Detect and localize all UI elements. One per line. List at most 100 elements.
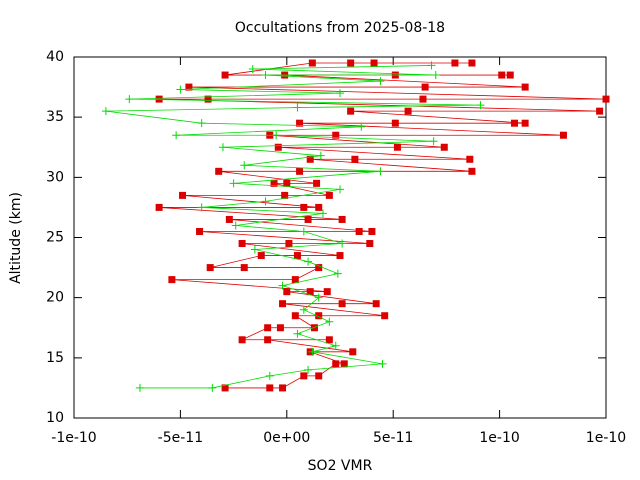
data-point <box>357 122 366 131</box>
data-point <box>325 191 333 199</box>
data-point <box>304 215 312 223</box>
data-point <box>225 215 233 223</box>
data-point <box>101 107 110 116</box>
data-point <box>279 384 287 392</box>
y-axis-label: Altitude (km) <box>8 192 24 284</box>
data-point <box>559 131 567 139</box>
data-point <box>293 252 301 260</box>
data-point <box>421 83 429 91</box>
data-point <box>231 221 240 230</box>
data-point <box>596 107 604 115</box>
data-point <box>340 360 348 368</box>
data-point <box>196 227 204 235</box>
data-point <box>315 312 323 320</box>
x-tick-label: -5e-11 <box>158 430 203 446</box>
data-point <box>506 71 514 79</box>
data-point <box>179 191 187 199</box>
data-point <box>368 227 376 235</box>
data-point <box>602 95 610 103</box>
data-point <box>466 155 474 163</box>
data-point <box>304 365 313 374</box>
data-point <box>381 312 389 320</box>
data-point <box>248 65 257 74</box>
data-point <box>468 167 476 175</box>
y-tick-label: 10 <box>46 410 64 426</box>
y-tick-label: 30 <box>46 169 64 185</box>
data-point <box>332 131 340 139</box>
data-point <box>313 179 321 187</box>
data-point <box>185 83 193 91</box>
data-point <box>419 95 427 103</box>
data-point <box>264 336 272 344</box>
data-point <box>238 240 246 248</box>
data-point <box>336 252 344 260</box>
data-point <box>293 329 302 338</box>
data-point <box>431 71 440 80</box>
data-point <box>355 227 363 235</box>
data-point <box>135 383 144 392</box>
data-point <box>521 119 529 127</box>
data-point <box>440 143 448 151</box>
data-point <box>172 131 181 140</box>
data-point <box>498 71 506 79</box>
data-point <box>221 71 229 79</box>
data-point <box>291 276 299 284</box>
y-tick-label: 35 <box>46 109 64 125</box>
data-point <box>296 167 304 175</box>
data-point <box>208 383 217 392</box>
series-line <box>159 62 607 389</box>
data-point <box>278 281 287 290</box>
data-point <box>347 59 355 67</box>
data-point <box>125 95 134 104</box>
data-point <box>206 264 214 272</box>
data-point <box>261 197 270 206</box>
data-point <box>336 185 344 194</box>
data-point <box>215 167 223 175</box>
data-point <box>285 240 293 248</box>
data-point <box>270 179 278 187</box>
data-point <box>266 384 274 392</box>
data-point <box>323 288 331 296</box>
data-point <box>155 95 163 103</box>
y-tick-label: 40 <box>46 49 64 65</box>
data-point <box>308 347 317 356</box>
data-point <box>168 276 176 284</box>
data-point <box>314 293 323 302</box>
data-point <box>293 103 302 112</box>
data-point <box>521 83 529 91</box>
data-point <box>476 101 485 110</box>
data-point <box>238 336 246 344</box>
data-point <box>272 131 281 140</box>
data-point <box>351 155 359 163</box>
data-point <box>218 143 227 152</box>
data-point <box>197 203 206 212</box>
chart-title: Occultations from 2025-08-18 <box>235 20 445 36</box>
data-point <box>300 203 308 211</box>
x-tick-label: 1e-10 <box>586 430 626 446</box>
data-point <box>300 372 308 380</box>
data-point <box>315 372 323 380</box>
data-point <box>155 203 163 211</box>
data-point <box>510 119 518 127</box>
data-point <box>393 143 401 151</box>
data-point <box>404 107 412 115</box>
data-point <box>221 384 229 392</box>
data-point <box>291 312 299 320</box>
data-point <box>336 89 344 98</box>
data-point <box>338 300 346 308</box>
data-point <box>429 137 438 146</box>
data-point <box>333 269 342 278</box>
data-point <box>279 300 287 308</box>
data-point <box>299 227 308 236</box>
x-tick-label: -1e-10 <box>51 430 96 446</box>
x-tick-label: 0e+00 <box>263 430 310 446</box>
data-point <box>250 245 259 254</box>
data-point <box>451 59 459 67</box>
data-point <box>264 324 272 332</box>
data-point <box>366 240 374 248</box>
data-point <box>325 317 334 326</box>
data-point <box>304 257 313 266</box>
data-point <box>261 71 270 80</box>
data-point <box>197 119 206 128</box>
data-point <box>276 324 284 332</box>
